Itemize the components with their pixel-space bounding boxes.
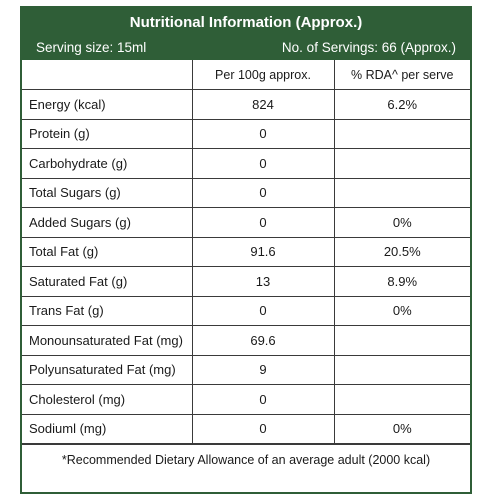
per-100g-value: 9 xyxy=(191,354,335,385)
nutrition-header: Nutritional Information (Approx.) Servin… xyxy=(22,8,470,60)
table-row: Total Fat (g) 91.6 20.5% xyxy=(22,236,470,267)
serving-size: Serving size: 15ml xyxy=(36,40,147,55)
per-100g-value: 13 xyxy=(191,266,335,297)
rda-value: 0% xyxy=(333,295,470,326)
nutrient-name: Trans Fat (g) xyxy=(22,295,193,326)
rda-value: 20.5% xyxy=(333,236,470,267)
table-row: Polyunsaturated Fat (mg) 9 xyxy=(22,354,470,385)
nutrient-name: Monounsaturated Fat (mg) xyxy=(22,325,193,356)
table-row: Saturated Fat (g) 13 8.9% xyxy=(22,266,470,297)
table-row: Carbohydrate (g) 0 xyxy=(22,148,470,179)
rda-value xyxy=(333,354,470,385)
per-100g-value: 0 xyxy=(191,148,335,179)
rda-value xyxy=(333,384,470,415)
table-header-row: Per 100g approx. % RDA^ per serve xyxy=(22,60,470,90)
per-100g-value: 0 xyxy=(191,118,335,149)
serving-info: Serving size: 15ml No. of Servings: 66 (… xyxy=(36,38,456,58)
rda-value xyxy=(333,148,470,179)
per-100g-value: 0 xyxy=(191,295,335,326)
nutrient-name: Carbohydrate (g) xyxy=(22,148,193,179)
table-row: Added Sugars (g) 0 0% xyxy=(22,207,470,238)
table-row: Sodiuml (mg) 0 0% xyxy=(22,413,470,444)
rda-value xyxy=(333,118,470,149)
per-100g-value: 824 xyxy=(191,89,335,120)
rda-value xyxy=(333,177,470,208)
rda-value xyxy=(333,325,470,356)
nutrient-name: Cholesterol (mg) xyxy=(22,384,193,415)
servings-count: No. of Servings: 66 (Approx.) xyxy=(281,40,456,55)
nutrient-name: Energy (kcal) xyxy=(22,89,193,120)
rda-value: 0% xyxy=(333,207,470,238)
nutrient-name: Sodiuml (mg) xyxy=(22,413,193,444)
column-header-per-100g: Per 100g approx. xyxy=(191,60,335,90)
nutrient-name: Total Fat (g) xyxy=(22,236,193,267)
table-row: Energy (kcal) 824 6.2% xyxy=(22,89,470,120)
nutrient-name: Protein (g) xyxy=(22,118,193,149)
table-row: Trans Fat (g) 0 0% xyxy=(22,295,470,326)
column-header-nutrient xyxy=(22,60,193,90)
table-row: Total Sugars (g) 0 xyxy=(22,177,470,208)
nutrient-name: Polyunsaturated Fat (mg) xyxy=(22,354,193,385)
table-row: Monounsaturated Fat (mg) 69.6 xyxy=(22,325,470,356)
per-100g-value: 0 xyxy=(191,384,335,415)
rda-footnote: *Recommended Dietary Allowance of an ave… xyxy=(22,444,470,476)
per-100g-value: 69.6 xyxy=(191,325,335,356)
column-header-rda: % RDA^ per serve xyxy=(333,60,470,90)
rda-value: 0% xyxy=(333,413,470,444)
per-100g-value: 0 xyxy=(191,177,335,208)
nutrient-name: Total Sugars (g) xyxy=(22,177,193,208)
per-100g-value: 0 xyxy=(191,413,335,444)
nutrition-title: Nutritional Information (Approx.) xyxy=(129,14,363,31)
rda-value: 6.2% xyxy=(333,89,470,120)
nutrient-name: Added Sugars (g) xyxy=(22,207,193,238)
rda-value: 8.9% xyxy=(333,266,470,297)
per-100g-value: 91.6 xyxy=(191,236,335,267)
per-100g-value: 0 xyxy=(191,207,335,238)
nutrient-name: Saturated Fat (g) xyxy=(22,266,193,297)
nutrition-panel: Nutritional Information (Approx.) Servin… xyxy=(20,6,472,494)
table-row: Cholesterol (mg) 0 xyxy=(22,384,470,415)
nutrition-table: Per 100g approx. % RDA^ per serve Energy… xyxy=(22,60,470,444)
table-row: Protein (g) 0 xyxy=(22,118,470,149)
